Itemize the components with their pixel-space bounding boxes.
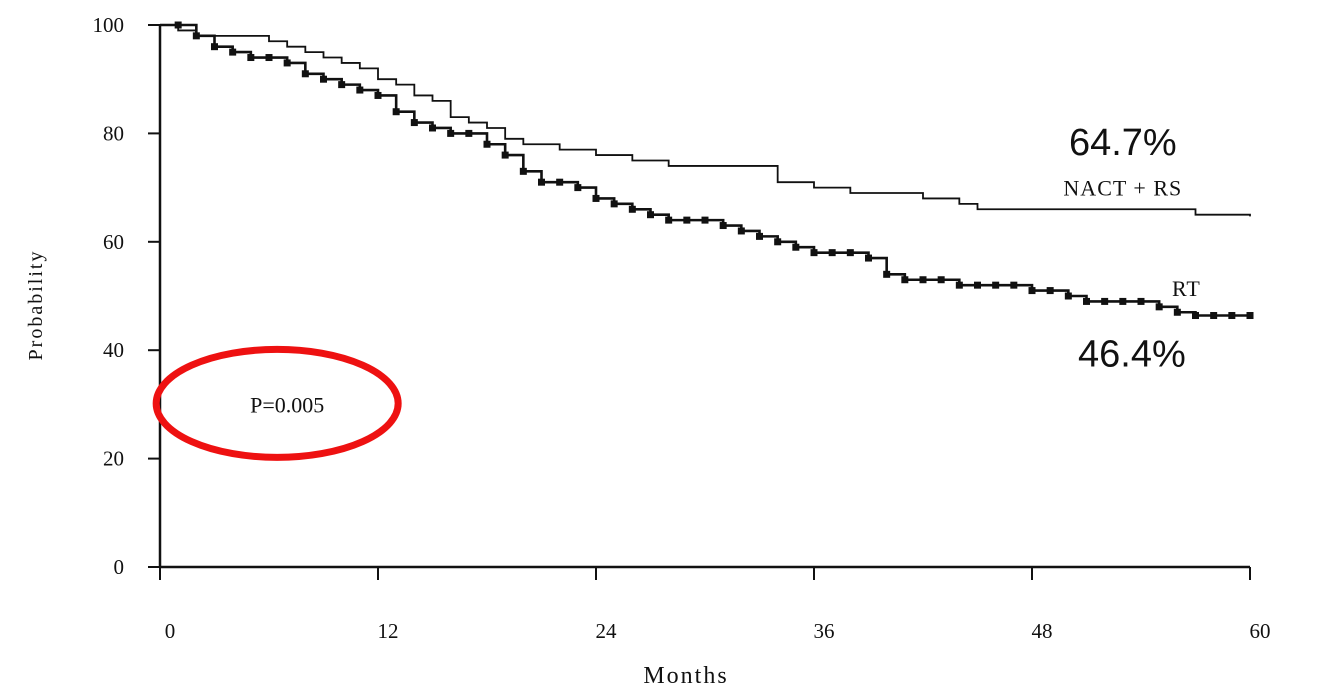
annotation-rt-label: RT <box>1172 276 1201 301</box>
series-point-rt <box>501 151 509 159</box>
series-point-rt <box>1010 281 1018 289</box>
series-point-rt <box>1173 308 1181 316</box>
y-tick-label: 100 <box>93 13 125 37</box>
series-point-rt <box>192 32 200 40</box>
series-point-rt <box>937 276 945 284</box>
y-tick-label: 20 <box>103 447 124 471</box>
series-point-rt <box>265 54 273 62</box>
series-point-rt <box>301 70 309 78</box>
series-point-rt <box>356 86 364 94</box>
annotation-rt-pct: 46.4% <box>1078 333 1186 375</box>
series-point-rt <box>1119 297 1127 305</box>
y-tick-label: 0 <box>114 555 125 579</box>
series-point-rt <box>1228 312 1236 320</box>
series-point-rt <box>883 270 891 278</box>
series-point-rt <box>828 249 836 257</box>
series-point-rt <box>538 178 545 186</box>
series-point-rt <box>701 216 709 224</box>
series-line-rt <box>160 23 1250 317</box>
series-point-rt <box>1137 297 1145 305</box>
series-point-rt <box>592 194 600 202</box>
x-tick-label: 48 <box>1032 619 1053 643</box>
axes <box>158 25 1250 569</box>
annotation-pvalue: P=0.005 <box>250 392 324 417</box>
x-axis-title: Months <box>643 663 728 689</box>
series-point-rt <box>846 249 854 257</box>
axis-ticks: 0 12 24 36 48 60 0 20 40 60 80 100 <box>93 13 1271 643</box>
series-point-rt <box>429 124 436 132</box>
series-point-rt <box>665 216 673 224</box>
series-point-rt <box>1210 312 1218 320</box>
x-tick-label: 12 <box>378 619 399 643</box>
series-point-rt <box>320 75 327 83</box>
x-tick-label: 60 <box>1250 619 1271 643</box>
series-point-rt <box>1192 312 1199 320</box>
series-point-rt <box>901 276 909 284</box>
series-point-rt <box>374 91 382 99</box>
series-line-nact-rs <box>160 24 1251 217</box>
y-tick-label: 40 <box>103 338 124 362</box>
series-point-rt <box>247 54 255 62</box>
x-tick-label: 24 <box>596 619 618 643</box>
series-point-rt <box>1101 297 1109 305</box>
series-point-rt <box>338 81 346 89</box>
series-point-rt <box>919 276 927 284</box>
series-point-rt <box>1155 303 1163 311</box>
series-layer <box>160 21 1254 320</box>
series-point-rt <box>211 43 218 51</box>
annotation-nact-label: NACT + RS <box>1063 176 1182 201</box>
y-axis-title: Probability <box>25 250 47 361</box>
highlight-circle <box>152 345 402 461</box>
series-point-rt <box>610 200 618 208</box>
y-tick-label: 80 <box>103 121 124 145</box>
series-point-rt <box>719 222 727 230</box>
series-point-rt <box>737 227 745 235</box>
series-point-rt <box>628 205 636 213</box>
series-point-rt <box>974 281 981 289</box>
series-point-rt <box>774 238 782 246</box>
series-point-rt <box>810 249 818 257</box>
series-point-rt <box>1028 287 1036 295</box>
series-point-rt <box>955 281 963 289</box>
series-point-rt <box>1083 297 1090 305</box>
series-point-rt <box>1246 312 1254 320</box>
series-point-rt <box>574 184 582 192</box>
annotation-layer: P=0.005 64.7% 46.4% NACT + RS RT <box>152 122 1201 461</box>
y-tick-label: 60 <box>103 230 124 254</box>
series-point-rt <box>174 21 182 29</box>
series-point-rt <box>556 178 564 186</box>
series-point-rt <box>647 211 654 219</box>
series-point-rt <box>465 129 473 137</box>
series-point-rt <box>283 59 291 67</box>
x-tick-label: 0 <box>165 619 176 643</box>
series-point-rt <box>483 140 491 148</box>
series-point-rt <box>683 216 691 224</box>
series-point-rt <box>792 243 800 251</box>
series-point-rt <box>519 167 527 175</box>
series-point-rt <box>1064 292 1072 300</box>
annotation-nact-pct: 64.7% <box>1069 122 1177 164</box>
series-point-rt <box>392 108 400 116</box>
series-point-rt <box>1046 287 1054 295</box>
series-point-rt <box>756 232 763 240</box>
series-point-rt <box>410 119 418 127</box>
series-point-rt <box>229 48 237 56</box>
x-tick-label: 36 <box>814 619 835 643</box>
series-point-rt <box>992 281 1000 289</box>
series-point-rt <box>865 254 872 262</box>
series-point-rt <box>447 129 455 137</box>
